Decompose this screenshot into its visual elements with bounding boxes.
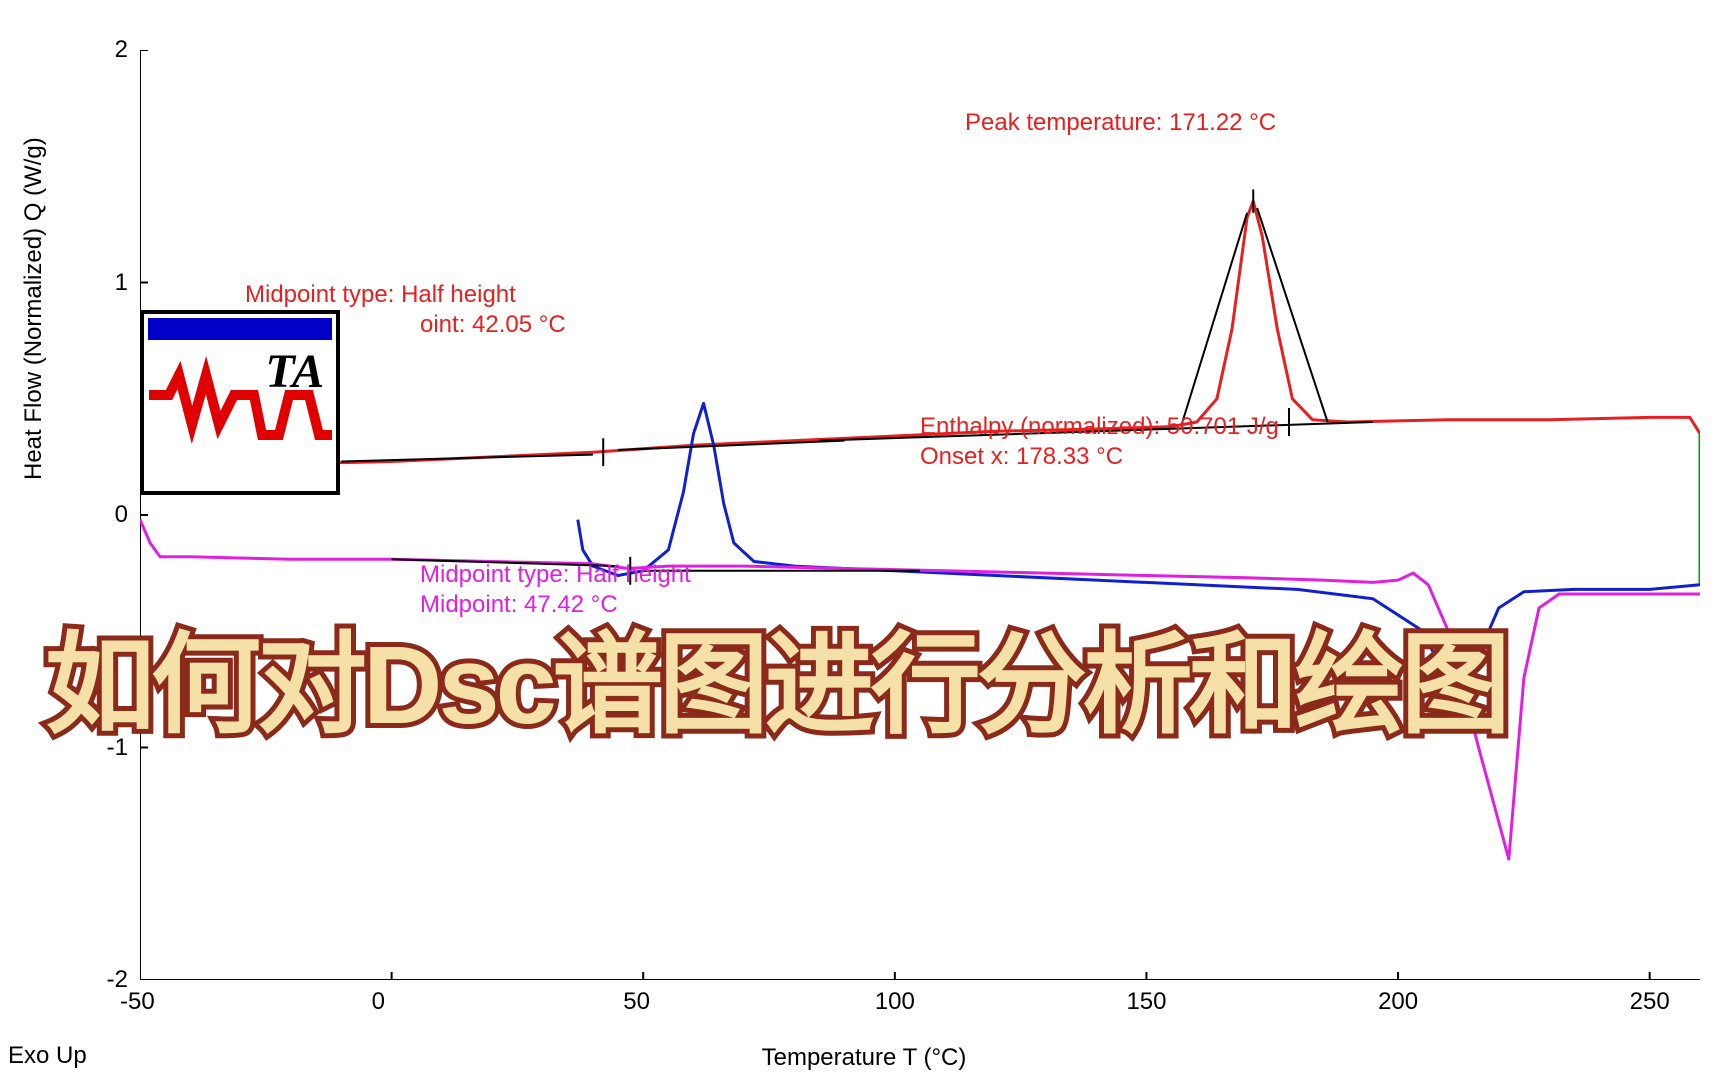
peak-temperature-annotation: Peak temperature: 171.22 °C — [965, 108, 1276, 138]
x-tick: 50 — [623, 988, 650, 1016]
x-axis-label: Temperature T (°C) — [762, 1044, 967, 1072]
ta-software-icon: TA — [140, 310, 340, 495]
dsc-chart: -2-1012 -50050100150200250 Heat Flow (No… — [0, 0, 1728, 1080]
plot-area — [140, 50, 1700, 980]
icon-titlebar — [148, 318, 332, 340]
curve-black_tg_red_right — [618, 441, 844, 450]
x-tick: 200 — [1378, 988, 1418, 1016]
enthalpy-annotation: Enthalpy (normalized): 50.701 J/g Onset … — [920, 412, 1279, 472]
x-tick: -50 — [120, 988, 155, 1016]
exo-up-label: Exo Up — [8, 1042, 87, 1070]
enthalpy-line2: Onset x: 178.33 °C — [920, 442, 1279, 472]
y-tick: 1 — [115, 269, 128, 297]
peak-temp-text: Peak temperature: 171.22 °C — [965, 109, 1276, 136]
midpoint-red-line1: Midpoint type: Half height — [245, 280, 566, 310]
curve-black_tg_red_left — [341, 455, 593, 462]
title-overlay: 如何对Dsc谱图进行分析和绘图 — [45, 595, 1507, 755]
y-tick: 0 — [115, 501, 128, 529]
x-tick: 0 — [372, 988, 385, 1016]
enthalpy-line1: Enthalpy (normalized): 50.701 J/g — [920, 412, 1279, 442]
icon-ta-text: TA — [265, 344, 324, 399]
x-tick: 250 — [1630, 988, 1670, 1016]
curve-black_peak_right — [1257, 208, 1327, 422]
midpoint-mag-line1: Midpoint type: Half height — [420, 560, 691, 590]
x-tick: 100 — [875, 988, 915, 1016]
curve-black_peak_left — [1182, 213, 1247, 424]
y-tick: 2 — [115, 36, 128, 64]
y-axis-label: Heat Flow (Normalized) Q (W/g) — [20, 137, 48, 480]
x-tick: 150 — [1126, 988, 1166, 1016]
